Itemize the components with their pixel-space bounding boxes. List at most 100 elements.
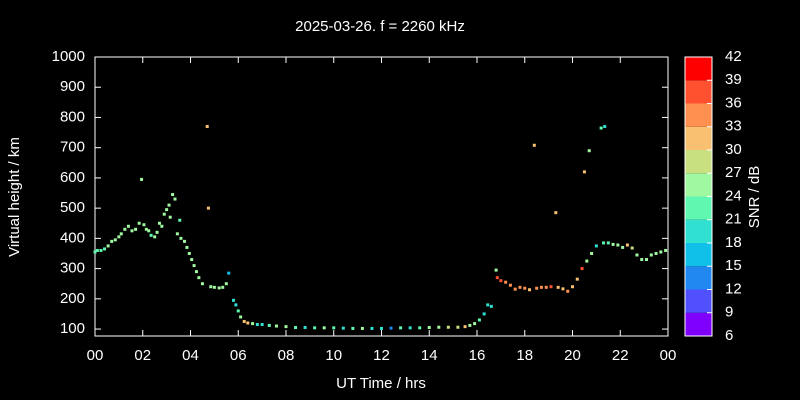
- data-point: [463, 325, 467, 329]
- colorbar-tick-label: 30: [725, 141, 742, 158]
- y-tick-label: 400: [60, 229, 85, 246]
- data-point: [103, 247, 107, 251]
- data-point: [611, 242, 615, 246]
- data-point: [123, 227, 127, 231]
- x-tick-label: 02: [134, 347, 151, 364]
- data-point: [360, 326, 364, 330]
- x-tick-label: 12: [373, 347, 390, 364]
- data-point: [93, 250, 97, 254]
- x-tick-label: 04: [182, 347, 199, 364]
- data-point: [606, 241, 610, 245]
- data-point: [187, 251, 191, 255]
- data-point: [144, 227, 148, 231]
- data-point: [630, 246, 634, 250]
- colorbar-band: [685, 150, 712, 174]
- data-point: [246, 321, 250, 325]
- data-point: [468, 323, 472, 327]
- data-point: [575, 277, 579, 281]
- x-tick-label: 00: [660, 347, 677, 364]
- data-point: [260, 323, 264, 327]
- data-point: [659, 250, 663, 254]
- data-point: [212, 285, 216, 289]
- data-point: [535, 286, 539, 290]
- y-tick-label: 600: [60, 169, 85, 186]
- data-point: [239, 315, 243, 319]
- colorbar-tick-label: 15: [725, 257, 742, 274]
- x-tick-label: 16: [469, 347, 486, 364]
- x-tick-label: 22: [612, 347, 629, 364]
- data-point: [99, 248, 103, 252]
- y-tick-label: 100: [60, 320, 85, 337]
- data-point: [616, 243, 620, 247]
- colorbar-tick-label: 9: [725, 304, 733, 321]
- data-point: [160, 224, 164, 228]
- data-point: [179, 236, 183, 240]
- data-point: [654, 251, 658, 255]
- colorbar-band: [685, 289, 712, 313]
- data-point: [640, 258, 644, 262]
- colorbar-tick-label: 42: [725, 48, 742, 65]
- data-point: [178, 218, 182, 222]
- data-point: [106, 244, 110, 248]
- data-point: [332, 326, 336, 330]
- data-point: [539, 285, 543, 289]
- data-point: [556, 285, 560, 289]
- data-point: [489, 304, 493, 308]
- data-point: [508, 283, 512, 287]
- data-point: [625, 243, 629, 247]
- data-point: [590, 251, 594, 255]
- data-point: [134, 227, 138, 231]
- data-point: [446, 325, 450, 329]
- data-point: [635, 253, 639, 257]
- colorbar-tick-label: 21: [725, 211, 742, 228]
- data-point: [251, 322, 255, 326]
- data-point: [117, 235, 121, 239]
- data-point: [173, 197, 177, 201]
- data-point: [532, 143, 536, 147]
- data-point: [303, 326, 307, 330]
- colorbar-band: [685, 312, 712, 336]
- data-point: [351, 326, 355, 330]
- data-point: [153, 235, 157, 239]
- data-point: [227, 271, 231, 275]
- data-point: [294, 326, 298, 330]
- x-axis-label: UT Time / hrs: [336, 375, 426, 392]
- data-point: [236, 309, 240, 313]
- y-tick-label: 300: [60, 260, 85, 277]
- data-point: [599, 126, 603, 130]
- data-point: [192, 264, 196, 268]
- data-point: [165, 208, 169, 212]
- data-point: [473, 322, 477, 326]
- data-point: [224, 282, 228, 286]
- data-point: [221, 285, 225, 289]
- data-point: [399, 326, 403, 330]
- data-point: [477, 318, 481, 322]
- data-point: [110, 239, 114, 243]
- colorbar-tick-label: 36: [725, 94, 742, 111]
- data-point: [495, 276, 499, 280]
- data-point: [380, 326, 383, 330]
- data-point: [185, 245, 189, 249]
- data-point: [602, 241, 606, 245]
- data-point: [585, 259, 589, 263]
- data-point: [544, 285, 548, 289]
- colorbar-band: [685, 57, 712, 81]
- colorbar-band: [685, 80, 712, 104]
- data-point: [603, 125, 607, 129]
- data-point: [587, 149, 591, 153]
- data-point: [284, 325, 288, 329]
- colorbar-band: [685, 103, 712, 127]
- data-point: [113, 238, 117, 242]
- data-point: [313, 326, 317, 330]
- data-point: [389, 326, 393, 330]
- y-tick-label: 500: [60, 199, 85, 216]
- data-point: [200, 282, 204, 286]
- y-axis-label: Virtual height / km: [6, 137, 23, 257]
- data-point: [554, 211, 558, 215]
- data-point: [140, 177, 144, 181]
- data-point: [499, 279, 503, 283]
- y-tick-label: 800: [60, 108, 85, 125]
- data-point: [341, 326, 345, 330]
